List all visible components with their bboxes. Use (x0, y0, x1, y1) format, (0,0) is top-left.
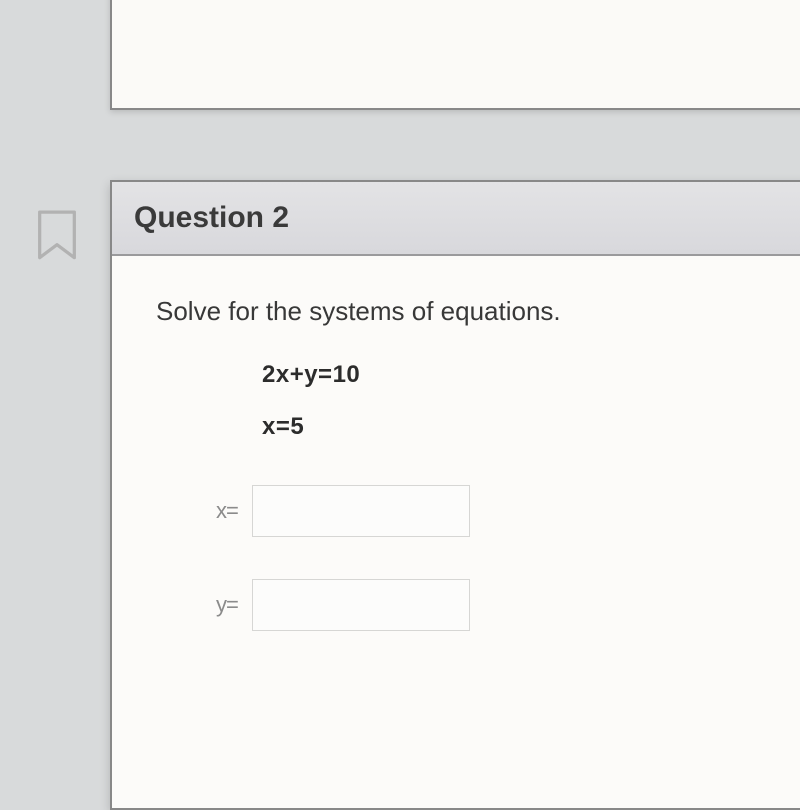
question-title: Question 2 (134, 201, 289, 235)
previous-question-card (110, 0, 800, 110)
question-body: Solve for the systems of equations. 2x+y… (112, 256, 800, 631)
answer-y-label: y= (216, 592, 252, 618)
question-prompt: Solve for the systems of equations. (156, 296, 786, 327)
answer-x-label: x= (216, 498, 252, 524)
equation-1: 2x+y=10 (262, 361, 786, 389)
bookmark-flag-icon[interactable] (34, 210, 80, 262)
answer-y-input[interactable] (252, 579, 470, 631)
equation-block: 2x+y=10 x=5 (156, 361, 786, 441)
question-card: Question 2 Solve for the systems of equa… (110, 180, 800, 810)
answer-row-y: y= (156, 579, 786, 631)
answer-x-input[interactable] (252, 485, 470, 537)
answer-row-x: x= (156, 485, 786, 537)
question-header: Question 2 (112, 182, 800, 256)
equation-2: x=5 (262, 413, 786, 441)
